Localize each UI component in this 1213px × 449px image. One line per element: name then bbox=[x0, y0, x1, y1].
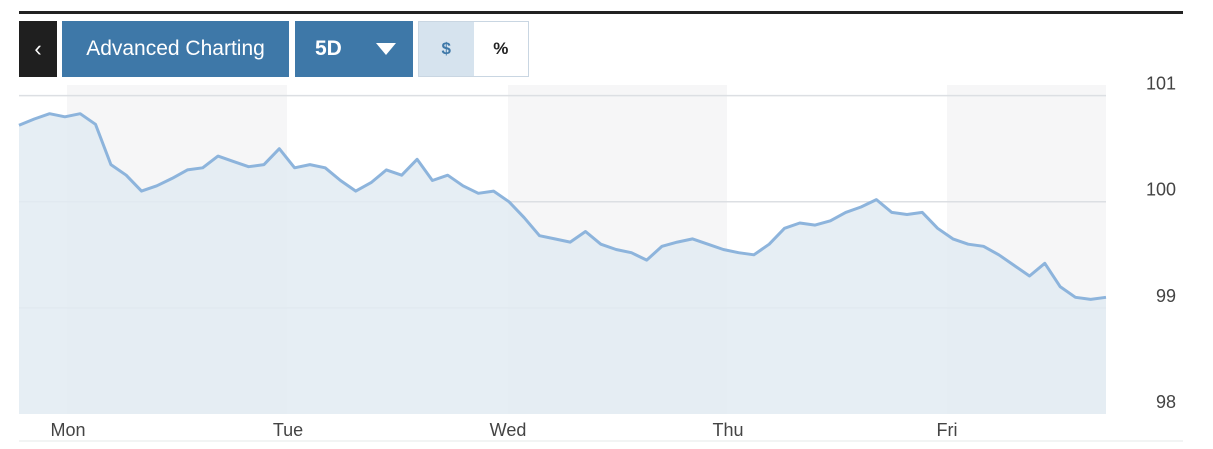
x-tick-label: Tue bbox=[273, 420, 303, 440]
x-tick-label: Wed bbox=[490, 420, 527, 440]
range-label: 5D bbox=[315, 37, 342, 60]
advanced-charting-button[interactable]: Advanced Charting bbox=[62, 21, 289, 77]
percent-toggle[interactable]: % bbox=[473, 22, 528, 76]
back-button[interactable]: ‹ bbox=[19, 21, 57, 77]
y-tick-label: 100 bbox=[1146, 180, 1176, 200]
chevron-left-icon: ‹ bbox=[34, 36, 42, 61]
range-dropdown[interactable]: 5D bbox=[295, 21, 413, 77]
caret-down-icon bbox=[376, 43, 396, 55]
price-line bbox=[18, 112, 1107, 301]
advanced-charting-label: Advanced Charting bbox=[86, 37, 265, 60]
x-tick-label: Thu bbox=[712, 420, 743, 440]
top-rule bbox=[19, 11, 1183, 14]
y-tick-label: 98 bbox=[1156, 392, 1176, 412]
price-area bbox=[19, 113, 1106, 414]
x-tick-label: Fri bbox=[937, 420, 958, 440]
unit-toggle: $ % bbox=[418, 21, 529, 77]
x-tick-label: Mon bbox=[50, 420, 85, 440]
y-tick-label: 99 bbox=[1156, 286, 1176, 306]
dollar-toggle[interactable]: $ bbox=[419, 22, 474, 76]
y-tick-label: 101 bbox=[1146, 74, 1176, 94]
